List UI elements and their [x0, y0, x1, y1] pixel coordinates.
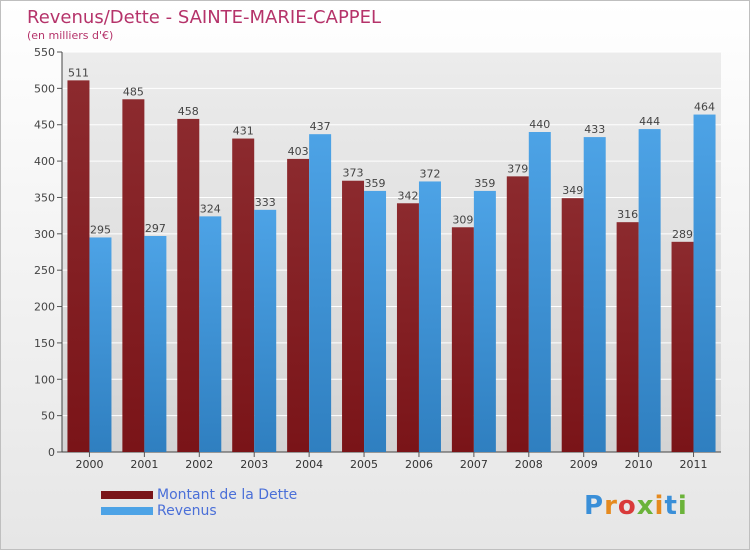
x-tick-label: 2009: [570, 458, 598, 471]
data-label-revenus: 444: [639, 115, 660, 128]
data-label-revenus: 372: [419, 167, 440, 180]
data-label-revenus: 440: [529, 118, 550, 131]
bar-dette: [122, 99, 145, 452]
data-label-dette: 316: [617, 208, 638, 221]
data-label-dette: 485: [123, 85, 144, 98]
bar-dette: [287, 158, 310, 452]
legend-label-revenus: Revenus: [157, 503, 217, 519]
bar-revenus: [254, 209, 277, 452]
bar-revenus: [638, 129, 661, 452]
x-tick-label: 2008: [515, 458, 543, 471]
bar-revenus: [418, 181, 441, 453]
legend-item-dette: Montant de la Dette: [101, 487, 297, 503]
bar-revenus: [309, 134, 332, 452]
legend: Montant de la Dette Revenus: [101, 487, 297, 519]
bar-revenus: [583, 137, 606, 452]
bar-dette: [177, 118, 200, 452]
y-tick-label: 0: [48, 446, 55, 459]
logo-letter: t: [664, 491, 678, 521]
plot-area: [62, 52, 721, 452]
bar-dette: [396, 203, 419, 452]
bar-revenus: [89, 237, 112, 452]
logo-letter: i: [677, 491, 688, 521]
y-tick-label: 450: [34, 119, 55, 132]
y-tick-label: 300: [34, 228, 55, 241]
data-label-revenus: 295: [90, 223, 111, 236]
bar-revenus: [199, 216, 222, 452]
bar-dette: [506, 176, 529, 452]
data-label-dette: 511: [68, 66, 89, 79]
bar-revenus: [144, 236, 167, 452]
y-tick-label: 200: [34, 301, 55, 314]
x-tick-label: 2005: [350, 458, 378, 471]
y-tick-label: 400: [34, 155, 55, 168]
y-tick-label: 50: [41, 410, 55, 423]
logo-letter: P: [584, 491, 605, 521]
bar-dette: [342, 180, 365, 452]
x-tick-label: 2011: [680, 458, 708, 471]
data-label-dette: 289: [672, 228, 693, 241]
bar-dette: [451, 227, 474, 452]
x-tick-label: 2006: [405, 458, 433, 471]
proxiti-logo: Proxiti: [584, 491, 688, 521]
data-label-dette: 342: [397, 189, 418, 202]
legend-item-revenus: Revenus: [101, 503, 297, 519]
x-tick-label: 2000: [75, 458, 103, 471]
logo-letter: i: [654, 491, 665, 521]
x-tick-label: 2010: [625, 458, 653, 471]
data-label-dette: 379: [507, 162, 528, 175]
data-label-dette: 349: [562, 184, 583, 197]
x-tick-label: 2004: [295, 458, 323, 471]
logo-letter: x: [636, 491, 655, 521]
x-tick-label: 2002: [185, 458, 213, 471]
x-tick-label: 2007: [460, 458, 488, 471]
y-tick-label: 550: [34, 46, 55, 59]
data-label-dette: 458: [178, 105, 199, 118]
data-label-revenus: 359: [474, 177, 495, 190]
legend-swatch-revenus: [101, 507, 153, 515]
y-tick-label: 150: [34, 337, 55, 350]
data-label-revenus: 464: [694, 101, 715, 114]
logo-letter: r: [604, 491, 618, 521]
data-label-revenus: 437: [310, 120, 331, 133]
legend-swatch-dette: [101, 491, 153, 499]
bar-revenus: [364, 190, 387, 452]
y-tick-label: 500: [34, 82, 55, 95]
logo-letter: o: [617, 491, 637, 521]
data-label-revenus: 333: [255, 196, 276, 209]
data-label-dette: 373: [343, 167, 364, 180]
bar-revenus: [693, 114, 716, 452]
data-label-revenus: 324: [200, 202, 221, 215]
y-tick-label: 100: [34, 373, 55, 386]
bar-dette: [671, 241, 694, 452]
data-label-revenus: 433: [584, 123, 605, 136]
bar-dette: [232, 138, 255, 452]
chart-title: Revenus/Dette - SAINTE-MARIE-CAPPEL: [27, 7, 382, 28]
legend-label-dette: Montant de la Dette: [157, 487, 298, 503]
data-label-dette: 309: [452, 213, 473, 226]
data-label-revenus: 359: [365, 177, 386, 190]
bar-dette: [67, 80, 90, 452]
data-label-dette: 431: [233, 125, 254, 138]
chart-subtitle: (en milliers d'€): [27, 29, 114, 42]
data-label-revenus: 297: [145, 222, 166, 235]
bar-revenus: [528, 132, 551, 452]
bar-dette: [561, 198, 584, 452]
y-tick-label: 350: [34, 191, 55, 204]
x-tick-label: 2003: [240, 458, 268, 471]
bar-revenus: [473, 190, 496, 452]
bar-dette: [616, 222, 639, 452]
y-tick-label: 250: [34, 264, 55, 277]
data-label-dette: 403: [288, 145, 309, 158]
x-tick-label: 2001: [130, 458, 158, 471]
